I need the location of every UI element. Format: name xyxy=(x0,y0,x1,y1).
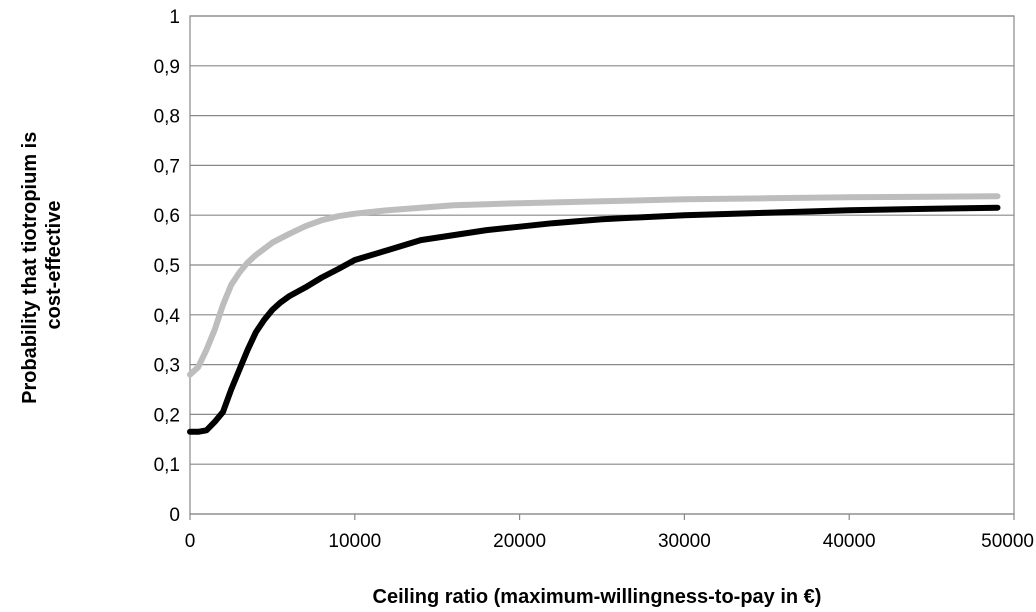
y-axis-title-line-2: cost-effective xyxy=(43,201,65,330)
series-1 xyxy=(187,193,1001,378)
series-line xyxy=(187,193,1001,378)
y-axis-title-line-1: Probability that tiotropium is xyxy=(19,132,41,404)
x-tick-label: 30000 xyxy=(658,531,711,552)
x-axis-title: Ceiling ratio (maximum-willingness-to-pa… xyxy=(373,586,822,608)
x-tick-label: 20000 xyxy=(493,531,546,552)
x-tick-label: 50000 xyxy=(981,531,1034,552)
y-tick-label: 0,7 xyxy=(154,156,180,177)
gridlines xyxy=(190,15,1014,515)
y-tick-label: 0,6 xyxy=(154,206,180,227)
y-tick-label: 0,4 xyxy=(154,306,181,327)
x-tick-label: 40000 xyxy=(823,531,876,552)
plot-area xyxy=(189,15,1015,515)
x-tick-label: 0 xyxy=(185,531,196,552)
y-tick-label: 0,5 xyxy=(154,256,180,277)
series-line xyxy=(187,204,1001,435)
y-tick-label: 1 xyxy=(169,7,180,28)
series-2 xyxy=(187,204,1001,435)
y-tick-label: 0,2 xyxy=(154,405,180,426)
y-axis-title: Probability that tiotropium is cost-effe… xyxy=(19,126,65,404)
y-tick-label: 0,3 xyxy=(154,356,180,377)
series-group xyxy=(187,193,1001,435)
y-tick-label: 0,1 xyxy=(154,455,180,476)
y-tick-label: 0 xyxy=(169,505,180,526)
y-tick-label: 0,8 xyxy=(154,107,180,128)
x-tick-label: 10000 xyxy=(328,531,381,552)
y-tick-label: 0,9 xyxy=(154,57,180,78)
x-axis-tick-labels: 0 10000 20000 30000 40000 50000 xyxy=(185,514,1034,552)
y-axis-tick-labels: 0 0,1 0,2 0,3 0,4 0,5 0,6 0,7 0,8 0,9 1 xyxy=(154,7,181,526)
